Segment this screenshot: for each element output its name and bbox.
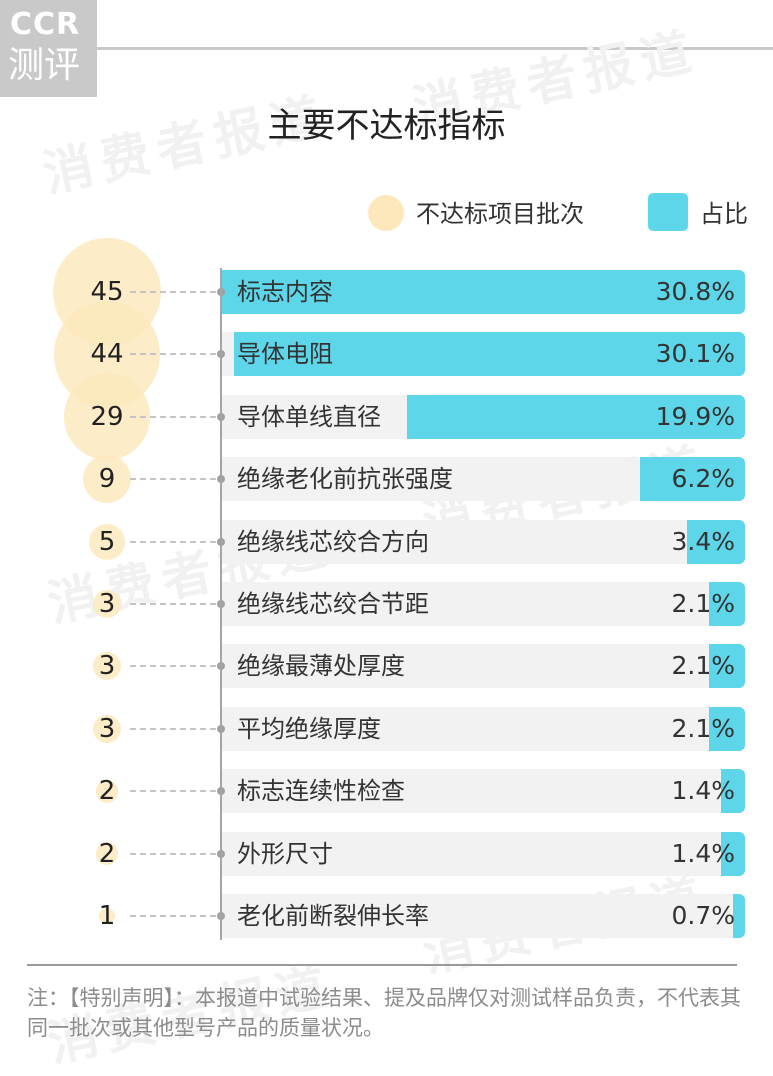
share-value-label: 1.4%: [671, 776, 735, 806]
share-bar: [233, 332, 745, 377]
bar-track: [222, 706, 745, 751]
share-bar: [639, 457, 745, 502]
share-value-label: 30.8%: [655, 277, 735, 306]
batch-bubble: [98, 907, 116, 925]
leader-line: [130, 291, 216, 293]
category-label: 绝缘最薄处厚度: [237, 652, 405, 681]
category-label: 平均绝缘厚度: [237, 714, 381, 743]
legend-share-label: 占比: [700, 200, 748, 228]
batch-count-label: 3: [98, 713, 116, 744]
batch-bubble: [95, 842, 119, 865]
share-bar: [687, 519, 745, 564]
share-bar: [733, 894, 745, 938]
batch-bubble: [93, 714, 121, 743]
share-bar: [709, 582, 745, 626]
category-label: 老化前断裂伸长率: [237, 902, 429, 930]
ccr-logo: CCR 测评: [0, 0, 97, 97]
batch-count-label: 44: [90, 339, 124, 370]
leader-line: [130, 478, 216, 481]
batch-count-label: 29: [90, 401, 124, 432]
batch-count-label: 2: [98, 776, 116, 807]
category-label: 导体单线直径: [237, 402, 381, 431]
category-label: 绝缘线芯绞合节距: [237, 590, 429, 618]
share-bar: [721, 831, 745, 876]
leader-line: [130, 415, 216, 418]
legend-batch-label: 不达标项目批次: [416, 200, 584, 228]
leader-line: [130, 665, 216, 668]
batch-count-label: 1: [98, 901, 116, 931]
bar-track: [222, 831, 745, 876]
bottom-divider: [27, 964, 737, 966]
leader-line: [130, 540, 216, 543]
share-value-label: 0.7%: [671, 901, 735, 930]
category-label: 标志连续性检查: [237, 777, 405, 806]
leader-line: [130, 353, 216, 356]
share-value-label: 2.1%: [671, 651, 735, 681]
bar-track: [222, 769, 745, 814]
share-bar: [222, 270, 745, 314]
bar-track: [222, 894, 745, 938]
logo-text-ccr: CCR: [10, 7, 81, 42]
batch-count-label: 45: [90, 277, 124, 307]
logo-text-ceping: 测评: [8, 45, 81, 86]
share-bar: [709, 644, 745, 689]
leader-line: [130, 603, 216, 605]
share-value-label: 19.9%: [655, 401, 735, 431]
share-bar: [407, 394, 745, 439]
batch-count-label: 9: [98, 464, 116, 495]
share-value-label: 3.4%: [671, 526, 735, 556]
category-label: 导体电阻: [237, 340, 333, 369]
batch-bubble: [95, 779, 119, 803]
batch-bubble: [89, 523, 125, 560]
batch-count-label: 3: [98, 651, 116, 682]
batch-bubble: [82, 455, 132, 504]
share-value-label: 2.1%: [671, 713, 735, 743]
share-value-label: 30.1%: [655, 339, 735, 369]
share-value-label: 1.4%: [671, 838, 735, 868]
leader-line: [130, 790, 216, 793]
leader-line: [130, 727, 216, 730]
batch-count-label: 5: [98, 526, 116, 557]
leader-line: [130, 852, 216, 855]
legend-share-swatch: [648, 193, 688, 231]
category-label: 外形尺寸: [237, 839, 333, 868]
category-label: 绝缘线芯绞合方向: [237, 527, 429, 556]
category-label: 绝缘老化前抗张强度: [237, 465, 453, 494]
chart-title: 主要不达标指标: [267, 106, 506, 146]
bar-track: [222, 644, 745, 689]
bar-track: [222, 519, 745, 564]
top-divider: [97, 47, 773, 50]
share-bar: [709, 706, 745, 751]
legend-batch-swatch: [368, 195, 404, 231]
leader-line: [130, 915, 216, 917]
batch-count-label: 3: [98, 589, 116, 619]
batch-bubble: [93, 590, 121, 618]
bar-track: [222, 582, 745, 626]
share-bar: [721, 769, 745, 814]
batch-count-label: 2: [98, 838, 116, 869]
disclaimer-note: 注：【特别声明】：本报道中试验结果、提及品牌仅对测试样品负责，不代表其同一批次或…: [27, 986, 741, 1040]
share-value-label: 2.1%: [671, 589, 735, 618]
category-label: 标志内容: [237, 278, 333, 306]
category-axis-line: [220, 268, 222, 940]
share-value-label: 6.2%: [671, 464, 735, 494]
batch-bubble: [93, 652, 121, 681]
